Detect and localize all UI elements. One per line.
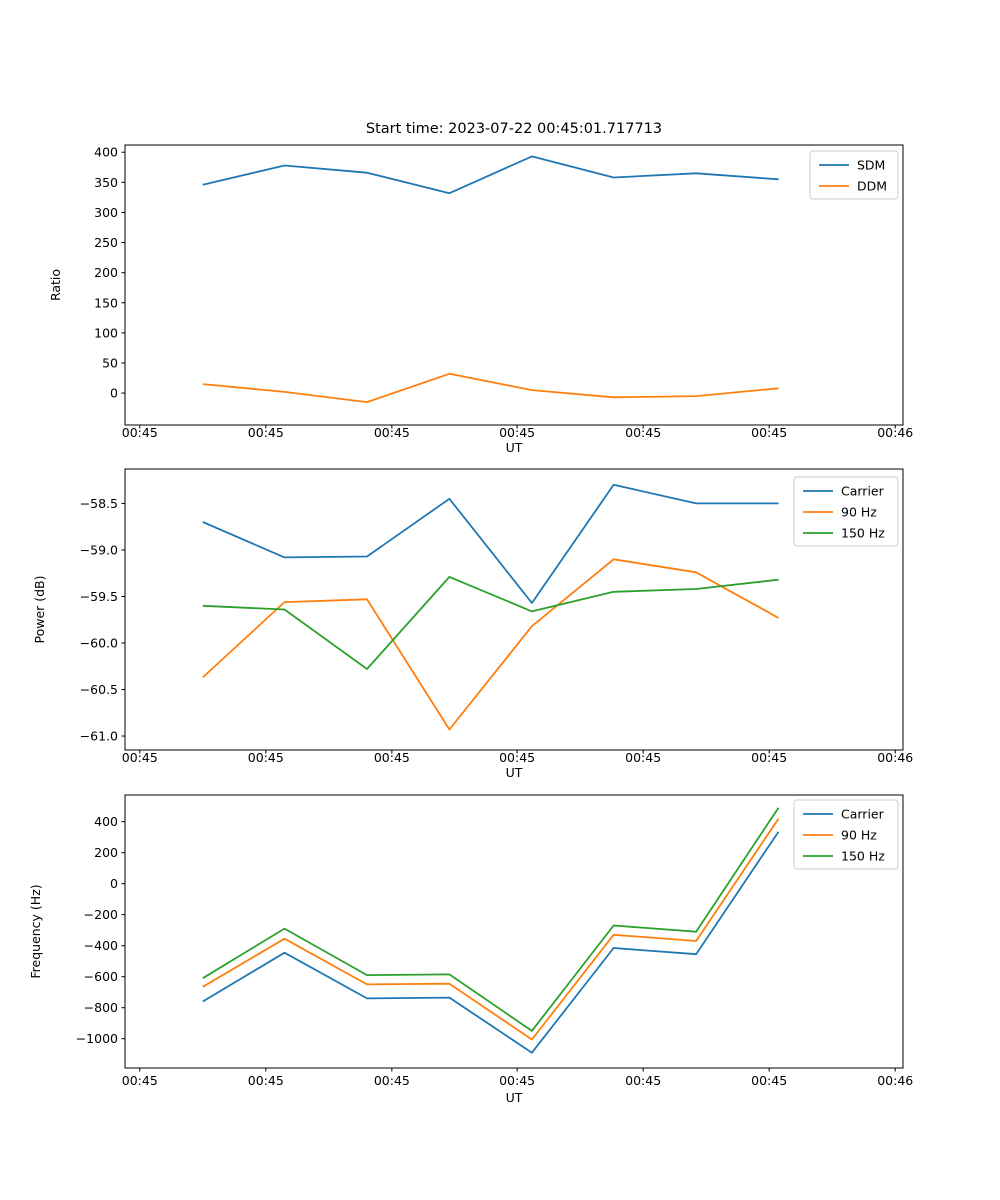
x-tick-label: 00:45 bbox=[499, 425, 535, 440]
y-tick-label: −600 bbox=[84, 969, 118, 984]
y-tick-label: 100 bbox=[94, 325, 118, 340]
x-tick-label: 00:45 bbox=[751, 750, 787, 765]
x-tick-label: 00:45 bbox=[751, 425, 787, 440]
line-DDM bbox=[202, 372, 779, 404]
x-tick-label: 00:46 bbox=[877, 1073, 913, 1088]
x-axis-label: UT bbox=[506, 440, 523, 455]
x-tick-label: 00:45 bbox=[374, 750, 410, 765]
x-tick-label: 00:45 bbox=[122, 750, 158, 765]
x-tick-label: 00:45 bbox=[499, 750, 535, 765]
y-tick-label: −59.0 bbox=[80, 542, 118, 557]
y-tick-label: 250 bbox=[94, 235, 118, 250]
subplot-ratio: 400 350 300 250 200 150 100 50 0 00:45 00:45 00:45 0… bbox=[48, 144, 913, 455]
x-tick-label: 00:45 bbox=[625, 750, 661, 765]
y-tick-label: −59.5 bbox=[80, 589, 118, 604]
x-tick-label: 00:45 bbox=[122, 425, 158, 440]
x-tick-label: 00:46 bbox=[877, 425, 913, 440]
y-tick-label: −60.5 bbox=[80, 682, 118, 697]
subplot-power: −58.5 −59.0 −59.5 −60.0 −60.5 −61.0 00:45 00:45… bbox=[32, 468, 913, 780]
x-tick-label: 00:45 bbox=[625, 1073, 661, 1088]
x-tick-label: 00:45 bbox=[374, 1073, 410, 1088]
x-tick-label: 00:46 bbox=[877, 750, 913, 765]
y-tick-label: 400 bbox=[94, 814, 118, 829]
y-tick-label: −800 bbox=[84, 1000, 118, 1015]
axes-box bbox=[124, 468, 904, 751]
x-tick-label: 00:45 bbox=[248, 425, 284, 440]
legend-box bbox=[793, 476, 899, 547]
legend-box bbox=[793, 799, 899, 870]
legend-label-Carrier: Carrier bbox=[841, 484, 885, 499]
line-Carrier bbox=[202, 831, 780, 1054]
axes-box bbox=[124, 144, 904, 426]
y-tick-label: −200 bbox=[84, 907, 118, 922]
y-tick-label: −58.5 bbox=[80, 496, 118, 511]
y-tick-label: −60.0 bbox=[80, 635, 118, 650]
legend: Carrier 90 Hz 150 Hz bbox=[793, 476, 899, 547]
x-tick-label: 00:45 bbox=[751, 1073, 787, 1088]
line-150 Hz bbox=[202, 807, 780, 1032]
y-tick-label: 50 bbox=[102, 355, 118, 370]
line-90 Hz bbox=[202, 558, 779, 731]
y-tick-label: 350 bbox=[94, 175, 118, 190]
legend-label-90 Hz: 90 Hz bbox=[841, 505, 877, 520]
legend-label-90 Hz: 90 Hz bbox=[841, 828, 877, 843]
y-tick-label: 200 bbox=[94, 265, 118, 280]
legend-label-Carrier: Carrier bbox=[841, 807, 885, 822]
legend-box bbox=[809, 150, 899, 200]
figure-title: Start time: 2023-07-22 00:45:01.717713 bbox=[365, 121, 663, 137]
x-tick-label: 00:45 bbox=[248, 1073, 284, 1088]
y-tick-label: 0 bbox=[110, 876, 118, 891]
y-tick-label: 400 bbox=[94, 145, 118, 160]
x-axis-label: UT bbox=[506, 765, 523, 780]
y-tick-label: 0 bbox=[110, 386, 118, 401]
y-tick-label: −1000 bbox=[76, 1031, 118, 1046]
x-tick-label: 00:45 bbox=[122, 1073, 158, 1088]
line-SDM bbox=[202, 155, 779, 195]
x-tick-label: 00:45 bbox=[625, 425, 661, 440]
y-tick-label: 300 bbox=[94, 205, 118, 220]
y-tick-label: −400 bbox=[84, 938, 118, 953]
y-axis-label: Frequency (Hz) bbox=[28, 884, 43, 978]
y-tick-label: 150 bbox=[94, 295, 118, 310]
x-tick-label: 00:45 bbox=[374, 425, 410, 440]
legend-label-DDM: DDM bbox=[857, 179, 887, 194]
line-Carrier bbox=[202, 483, 779, 604]
legend: SDM DDM bbox=[809, 150, 899, 200]
legend-label-150 Hz: 150 Hz bbox=[841, 526, 885, 541]
legend-label-SDM: SDM bbox=[857, 158, 885, 173]
y-axis-label: Power (dB) bbox=[32, 575, 47, 643]
legend: Carrier 90 Hz 150 Hz bbox=[793, 799, 899, 870]
subplot-frequency: 400 200 0 −200 −400 −600 −800 −1000 00:45 00:45 00… bbox=[28, 794, 913, 1105]
x-tick-label: 00:45 bbox=[248, 750, 284, 765]
line-150 Hz bbox=[202, 576, 779, 670]
y-axis-label: Ratio bbox=[48, 269, 63, 301]
line-90 Hz bbox=[202, 818, 780, 1041]
x-tick-label: 00:45 bbox=[499, 1073, 535, 1088]
y-tick-label: −61.0 bbox=[80, 729, 118, 744]
y-tick-label: 200 bbox=[94, 845, 118, 860]
x-axis-label: UT bbox=[506, 1090, 523, 1105]
legend-label-150 Hz: 150 Hz bbox=[841, 849, 885, 864]
